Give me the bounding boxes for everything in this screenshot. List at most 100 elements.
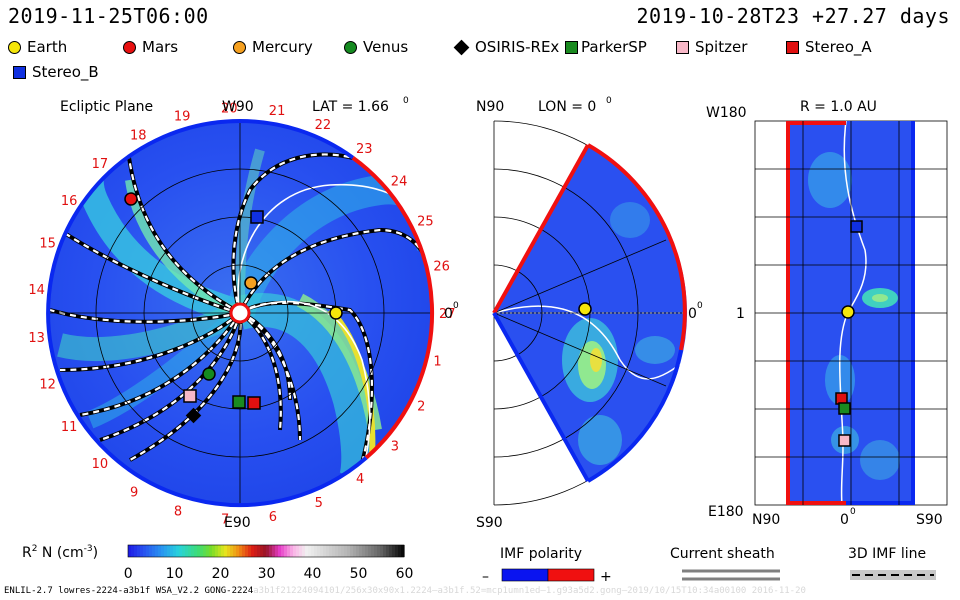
colorbar-cell: [191, 545, 195, 557]
colorbar-cell: [161, 545, 165, 557]
earth-marker-r: [841, 305, 855, 319]
colorbar-cell: [341, 545, 345, 557]
colorbar-tick-20: 20: [212, 566, 230, 582]
colorbar-cell: [338, 545, 342, 557]
colorbar-cell: [149, 545, 153, 557]
colorbar-tick-60: 60: [396, 566, 414, 582]
colorbar-cell: [218, 545, 222, 557]
current-sheath-legend: Current sheath: [670, 546, 780, 581]
legend-item-mars: Mars: [123, 38, 178, 56]
colorbar-cell: [170, 545, 174, 557]
mercury-marker: [244, 276, 258, 290]
colorbar-cell: [296, 545, 300, 557]
colorbar-cell: [398, 545, 402, 557]
carrington-tick-2: 2: [417, 400, 425, 415]
colorbar-cell: [356, 545, 360, 557]
meridional-right-label: 0: [688, 306, 697, 322]
meridional-panel: N90 S90 LON = 0 0 0 0: [476, 96, 703, 531]
colorbar-cell: [269, 545, 273, 557]
mercury-marker-icon: [233, 40, 246, 54]
carrington-tick-24: 24: [391, 175, 408, 190]
colorbar-cell: [203, 545, 207, 557]
r-panel-mid-label: 1: [736, 306, 745, 322]
mars-marker-icon: [123, 40, 136, 54]
r-panel-x-label-0: 0: [840, 512, 849, 528]
colorbar-cell: [224, 545, 228, 557]
ecliptic-rim-negative: [239, 119, 355, 160]
colorbar-cell: [194, 545, 198, 557]
colorbar-cell: [326, 545, 330, 557]
venus-marker-icon: [344, 40, 357, 54]
colorbar-cell: [320, 545, 324, 557]
colorbar-cell: [206, 545, 210, 557]
imf-polarity: IMF polarity – +: [482, 546, 612, 585]
colorbar-cell: [146, 545, 150, 557]
earth-marker: [329, 306, 343, 320]
r-panel-title: R = 1.0 AU: [800, 99, 877, 115]
colorbar: 0 10 20 30 40 50 60 R2 N (cm-3): [22, 544, 413, 582]
earth-marker-meridional: [578, 302, 592, 316]
carrington-tick-9: 9: [130, 485, 138, 500]
carrington-tick-1: 1: [433, 355, 441, 370]
legend-item-parkersp: ParkerSP: [565, 38, 647, 56]
ecliptic-bottom-label: E90: [224, 515, 251, 531]
parkersp-marker-icon: [565, 40, 578, 54]
footer: ENLIL-2.7 lowres-2224-a3b1f WSA_V2.2 GON…: [4, 586, 806, 596]
colorbar-cell: [278, 545, 282, 557]
colorbar-cell: [200, 545, 204, 557]
ecliptic-rim-negative-2: [46, 119, 368, 507]
colorbar-ticks: 0 10 20 30 40 50 60: [124, 566, 414, 582]
ecliptic-top-label: W90: [222, 99, 254, 115]
colorbar-cell: [353, 545, 357, 557]
carrington-time-label: 2019-10-28T23 +27.27 days: [636, 4, 950, 28]
colorbar-tick-30: 30: [258, 566, 276, 582]
lon-superscript: 0: [606, 96, 612, 106]
spitzer-marker-icon: [676, 40, 689, 54]
colorbar-cell: [260, 545, 264, 557]
colorbar-cell: [134, 545, 138, 557]
colorbar-cell: [137, 545, 141, 557]
legend-label: Earth: [27, 38, 68, 56]
legend-label: Mercury: [252, 38, 313, 56]
mars-marker: [124, 192, 138, 206]
imf-polarity-title: IMF polarity: [500, 546, 582, 562]
colorbar-cell: [308, 545, 312, 557]
colorbar-cell: [329, 545, 333, 557]
colorbar-cell: [266, 545, 270, 557]
carrington-tick-22: 22: [315, 118, 332, 133]
carrington-tick-14: 14: [28, 283, 45, 298]
carrington-tick-11: 11: [61, 420, 78, 435]
carrington-tick-10: 10: [92, 457, 109, 472]
parkersp-marker-r: [838, 402, 851, 415]
colorbar-cell: [197, 545, 201, 557]
stereo-a-marker-icon: [786, 40, 799, 54]
legend-label: OSIRIS-REx: [475, 38, 560, 56]
carrington-tick-12: 12: [39, 378, 56, 393]
colorbar-cell: [128, 545, 132, 557]
legend-label: Spitzer: [695, 38, 748, 56]
meridional-top-label: N90: [476, 99, 504, 115]
legend-label: ParkerSP: [581, 38, 647, 56]
colorbar-cell: [143, 545, 147, 557]
colorbar-cell: [389, 545, 393, 557]
ecliptic-title: Ecliptic Plane: [60, 99, 153, 115]
colorbar-cell: [365, 545, 369, 557]
legend-label: Stereo_B: [32, 63, 99, 81]
legend-label: Stereo_A: [805, 38, 872, 56]
carrington-tick-15: 15: [39, 237, 56, 252]
carrington-tick-5: 5: [315, 496, 323, 511]
colorbar-cell: [371, 545, 375, 557]
carrington-tick-26: 26: [433, 260, 450, 275]
colorbar-cell: [287, 545, 291, 557]
ecliptic-rim-positive: [351, 156, 435, 460]
lat-superscript: 0: [403, 96, 409, 106]
carrington-tick-25: 25: [417, 215, 434, 230]
colorbar-cell: [395, 545, 399, 557]
colorbar-cell: [347, 545, 351, 557]
colorbar-cell: [221, 545, 225, 557]
stereo-b-marker: [250, 210, 264, 224]
colorbar-cell: [233, 545, 237, 557]
carrington-tick-13: 13: [28, 331, 45, 346]
